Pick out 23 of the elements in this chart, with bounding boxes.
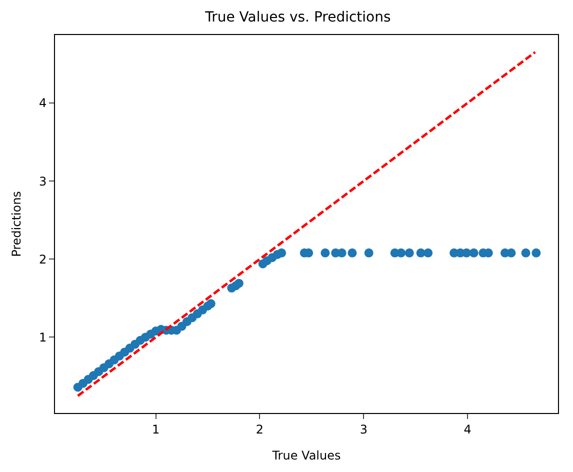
point bbox=[234, 278, 244, 288]
y-tick-label: 3 bbox=[38, 174, 47, 188]
point bbox=[521, 248, 530, 258]
point bbox=[364, 248, 374, 258]
point bbox=[532, 248, 541, 258]
y-axis-title: Predictions bbox=[9, 191, 24, 257]
point bbox=[404, 248, 414, 258]
point bbox=[277, 248, 286, 258]
point bbox=[348, 248, 357, 258]
point bbox=[206, 299, 216, 308]
y-tick-label: 2 bbox=[38, 252, 47, 266]
y-tick-label: 4 bbox=[38, 96, 47, 110]
chart-title: True Values vs. Predictions bbox=[204, 10, 391, 26]
point bbox=[396, 248, 406, 258]
y-tick-label: 1 bbox=[38, 330, 47, 344]
x-axis-title: True Values bbox=[271, 448, 341, 462]
point bbox=[320, 248, 330, 258]
x-tick-label: 4 bbox=[464, 422, 472, 436]
x-tick-label: 2 bbox=[256, 422, 264, 436]
x-tick-label: 3 bbox=[360, 422, 368, 436]
point bbox=[424, 248, 433, 258]
x-tick-label: 1 bbox=[152, 422, 160, 436]
point bbox=[469, 248, 478, 258]
